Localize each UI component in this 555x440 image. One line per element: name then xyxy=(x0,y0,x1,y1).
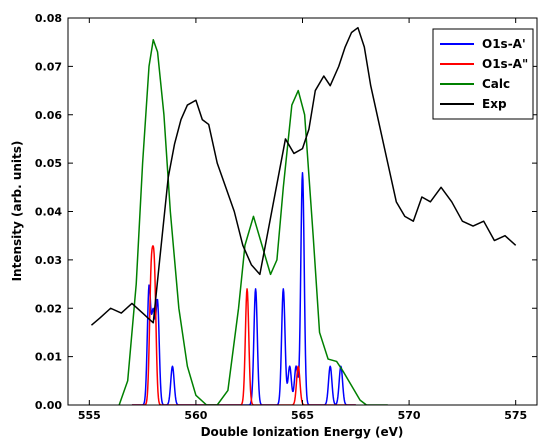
x-tick-label: 570 xyxy=(398,409,421,422)
y-tick-label: 0.02 xyxy=(35,302,62,315)
y-axis-label: Intensity (arb. units) xyxy=(10,141,24,282)
legend: O1s-A' O1s-A" Calc Exp xyxy=(432,28,534,120)
legend-label: O1s-A' xyxy=(482,37,526,51)
legend-items: O1s-A' O1s-A" Calc Exp xyxy=(440,37,528,111)
y-tick-label: 0.08 xyxy=(35,12,62,25)
x-tick-label: 565 xyxy=(291,409,314,422)
series-line-2 xyxy=(118,39,388,405)
series-layer xyxy=(90,26,517,405)
legend-label: O1s-A" xyxy=(482,57,528,71)
x-tick-label: 560 xyxy=(184,409,207,422)
legend-label: Calc xyxy=(482,77,510,91)
y-tick-label: 0.04 xyxy=(35,206,62,219)
tick-labels: 555 560 565 570 575 0.00 0.01 0.02 0.03 0.04 0.05 0… xyxy=(35,12,527,422)
y-tick-label: 0.01 xyxy=(35,351,62,364)
x-tick-label: 575 xyxy=(504,409,527,422)
ticks-layer xyxy=(68,17,537,406)
y-tick-label: 0.07 xyxy=(35,60,62,73)
y-tick-label: 0.05 xyxy=(35,157,62,170)
series-line-0 xyxy=(131,172,357,405)
series-line-1 xyxy=(131,245,357,405)
y-tick-label: 0.06 xyxy=(35,109,62,122)
series-line-3 xyxy=(90,26,517,326)
x-axis-label: Double Ionization Energy (eV) xyxy=(201,425,404,439)
legend-label: Exp xyxy=(482,97,507,111)
x-tick-label: 555 xyxy=(78,409,101,422)
y-tick-label: 0.03 xyxy=(35,254,62,267)
y-tick-label: 0.00 xyxy=(35,399,62,412)
